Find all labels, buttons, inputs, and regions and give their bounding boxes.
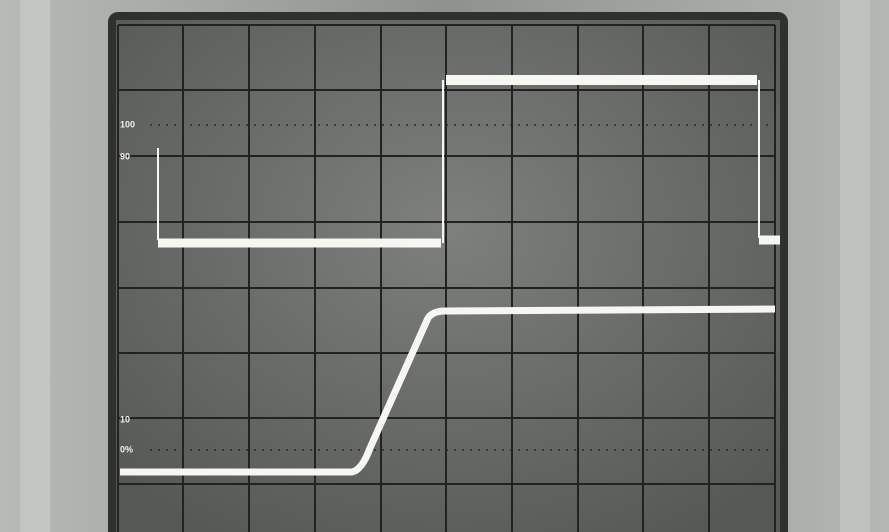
scale-label: 10 (120, 414, 130, 424)
graticule (117, 24, 776, 532)
bezel-edge-left (20, 0, 50, 532)
reference-lines (150, 124, 775, 451)
screen (116, 20, 780, 532)
scale-label: 100 (120, 119, 135, 129)
trace-ramp (120, 305, 776, 476)
trace-edges (442, 80, 760, 243)
scale-label: 90 (120, 151, 130, 161)
bezel-edge-right (840, 0, 870, 532)
scale-label: 0% (120, 444, 133, 454)
